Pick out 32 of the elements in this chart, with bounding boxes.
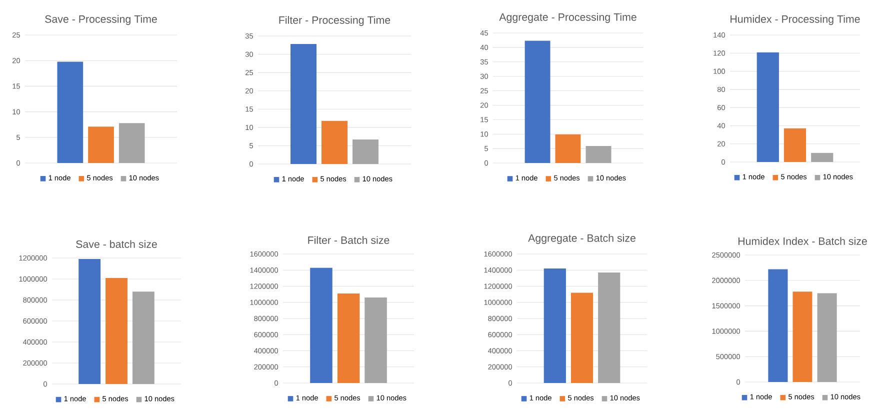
bar — [88, 126, 114, 163]
bar — [598, 272, 620, 383]
bar — [524, 40, 550, 163]
bar — [322, 120, 348, 164]
chart-title: Humidex Index - Batch size — [738, 237, 867, 245]
bar — [57, 62, 84, 163]
chart-title: Filter - Batch size — [308, 236, 390, 244]
bar — [118, 123, 145, 163]
chart-title: Save - Processing Time — [45, 15, 157, 25]
bar — [570, 292, 594, 383]
bar — [352, 140, 379, 164]
bar — [555, 134, 581, 163]
bar — [817, 293, 837, 382]
bar — [132, 292, 154, 384]
chart-title: Filter - Processing Time — [279, 16, 390, 26]
bar — [106, 278, 128, 384]
chart-title: Aggregate - Processing Time — [499, 13, 636, 23]
bar — [544, 268, 566, 383]
bar — [768, 269, 788, 382]
bar — [811, 152, 834, 162]
bar — [756, 52, 779, 162]
bar — [784, 128, 806, 162]
bar — [337, 294, 360, 383]
chart-title: Save - batch size — [76, 240, 157, 248]
chart-title: Aggregate - Batch size — [528, 234, 636, 244]
bar — [586, 146, 612, 163]
bar — [792, 292, 812, 382]
bar — [78, 259, 101, 384]
bar — [290, 44, 316, 164]
bar — [310, 268, 332, 383]
chart-title: Humidex - Processing Time — [730, 15, 860, 25]
bar — [364, 298, 387, 383]
